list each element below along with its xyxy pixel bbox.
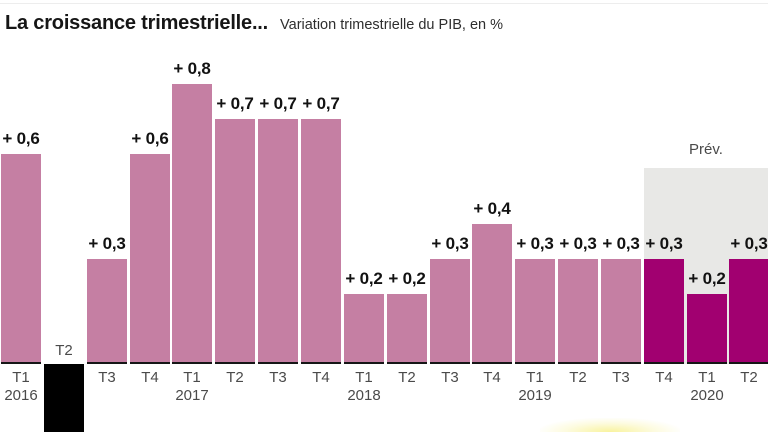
- bar-t3-6: [258, 119, 298, 364]
- tick-year-2018: 2018: [347, 387, 381, 404]
- bar-t2-1: [44, 364, 84, 432]
- bar-t3-2: [87, 259, 127, 364]
- tick-t3-10: T3: [441, 369, 459, 386]
- bar-t1-2020: [687, 294, 727, 364]
- value-label-t1-2016: + 0,6: [2, 129, 40, 148]
- chart-subtitle: Variation trimestrielle du PIB, en %: [280, 17, 503, 33]
- tick-year-2020: 2020: [690, 387, 724, 404]
- chart-title: La croissance trimestrielle...: [5, 12, 269, 34]
- tick-t1-2017: T1 2017: [160, 369, 224, 405]
- tick-t1-2016: T1 2016: [0, 369, 53, 405]
- value-label-t2-13: + 0,3: [559, 234, 597, 253]
- bar-t3-14: [601, 259, 641, 364]
- tick-t4-11: T4: [483, 369, 501, 386]
- value-label-t4-15: + 0,3: [645, 234, 683, 253]
- tick-t2-13: T2: [569, 369, 587, 386]
- value-label-t3-10: + 0,3: [431, 234, 469, 253]
- tick-t3-14: T3: [612, 369, 630, 386]
- bar-t4-11: [472, 224, 512, 364]
- bar-t3-10: [430, 259, 470, 364]
- value-label-t1-2020: + 0,2: [688, 269, 726, 288]
- bar-t1-2019: [515, 259, 555, 364]
- value-label-t3-14: + 0,3: [602, 234, 640, 253]
- tick-t3-6: T3: [269, 369, 287, 386]
- bar-t4-7: [301, 119, 341, 364]
- bar-t1-2017: [172, 84, 212, 364]
- bar-t2-5: [215, 119, 255, 364]
- value-label-t2-17: + 0,3: [730, 234, 768, 253]
- value-label-t2-5: + 0,7: [216, 94, 254, 113]
- tick-t2-1: T2: [55, 342, 73, 359]
- tick-t4-3: T4: [141, 369, 159, 386]
- value-label-t3-2: + 0,3: [88, 234, 126, 253]
- bar-t2-17: [729, 259, 768, 364]
- value-label-t4-7: + 0,7: [302, 94, 340, 113]
- tick-t1-2020: T1 2020: [675, 369, 739, 405]
- value-label-t1-2017: + 0,8: [173, 59, 211, 78]
- tick-t2-17: T2: [740, 369, 758, 386]
- bar-t1-2018: [344, 294, 384, 364]
- bar-t4-3: [130, 154, 170, 364]
- tick-year-2017: 2017: [175, 387, 209, 404]
- top-divider: [0, 3, 768, 4]
- tick-t4-7: T4: [312, 369, 330, 386]
- tick-t3-2: T3: [98, 369, 116, 386]
- value-label-t1-2019: + 0,3: [516, 234, 554, 253]
- bar-t1-2016: [1, 154, 41, 364]
- value-label-t4-11: + 0,4: [473, 199, 511, 218]
- tick-t1-2019: T1 2019: [503, 369, 567, 405]
- value-label-t1-2018: + 0,2: [345, 269, 383, 288]
- value-label-t3-6: + 0,7: [259, 94, 297, 113]
- value-label-t2-9: + 0,2: [388, 269, 426, 288]
- forecast-label: Prév.: [689, 141, 723, 158]
- tick-t4-15: T4: [655, 369, 673, 386]
- tick-t2-9: T2: [398, 369, 416, 386]
- tick-t1-2018: T1 2018: [332, 369, 396, 405]
- tick-t2-5: T2: [226, 369, 244, 386]
- tick-year-2016: 2016: [4, 387, 38, 404]
- tick-year-2019: 2019: [518, 387, 552, 404]
- bar-t2-13: [558, 259, 598, 364]
- chart-header: La croissance trimestrielle... Variation…: [5, 12, 765, 35]
- channel-logo-glow: [540, 418, 680, 432]
- bar-t2-9: [387, 294, 427, 364]
- bar-t4-15: [644, 259, 684, 364]
- value-label-t4-3: + 0,6: [131, 129, 169, 148]
